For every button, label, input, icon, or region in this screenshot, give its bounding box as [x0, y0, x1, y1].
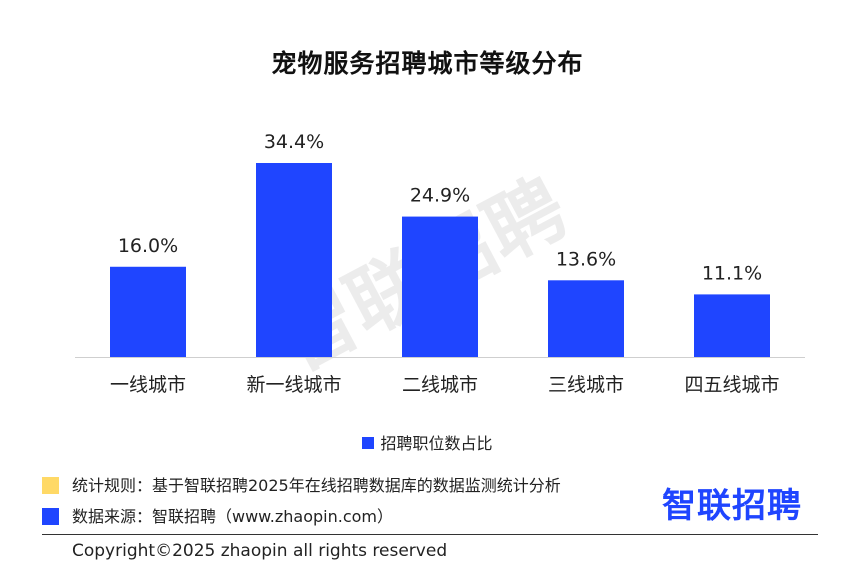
rule-marker-icon: [42, 476, 59, 494]
x-tick-label: 二线城市: [402, 374, 478, 396]
source-marker-icon: [42, 507, 59, 525]
legend-swatch: [362, 437, 375, 449]
bar: [402, 216, 478, 357]
bar: [548, 280, 624, 357]
bar: [694, 294, 770, 357]
data-label: 13.6%: [556, 248, 616, 270]
data-label: 24.9%: [410, 185, 470, 207]
legend: 招聘职位数占比: [0, 430, 855, 454]
data-source-text: 数据来源：智联招聘（www.zhaopin.com）: [72, 507, 394, 526]
chart-title: 宠物服务招聘城市等级分布: [271, 49, 584, 78]
data-label: 34.4%: [264, 131, 324, 153]
copyright-text: Copyright©2025 zhaopin all rights reserv…: [72, 541, 448, 561]
x-tick-label: 新一线城市: [246, 374, 341, 396]
bar: [256, 163, 332, 357]
x-tick-label: 一线城市: [110, 374, 186, 396]
zhaopin-logo: 智联招聘: [662, 486, 802, 526]
data-source-note: 数据来源：智联招聘（www.zhaopin.com）: [42, 503, 393, 527]
x-tick-label: 四五线城市: [684, 374, 779, 396]
bar: [110, 266, 186, 357]
footer-divider: [42, 534, 818, 535]
legend-label: 招聘职位数占比: [380, 434, 493, 453]
bar-chart: 智联招聘16.0%一线城市34.4%新一线城市24.9%二线城市13.6%三线城…: [75, 131, 805, 396]
stat-rule-note: 统计规则：基于智联招聘2025年在线招聘数据库的数据监测统计分析: [42, 472, 561, 496]
stat-rule-text: 统计规则：基于智联招聘2025年在线招聘数据库的数据监测统计分析: [72, 476, 561, 495]
x-tick-label: 三线城市: [548, 374, 624, 396]
data-label: 16.0%: [118, 235, 178, 257]
data-label: 11.1%: [702, 262, 762, 284]
